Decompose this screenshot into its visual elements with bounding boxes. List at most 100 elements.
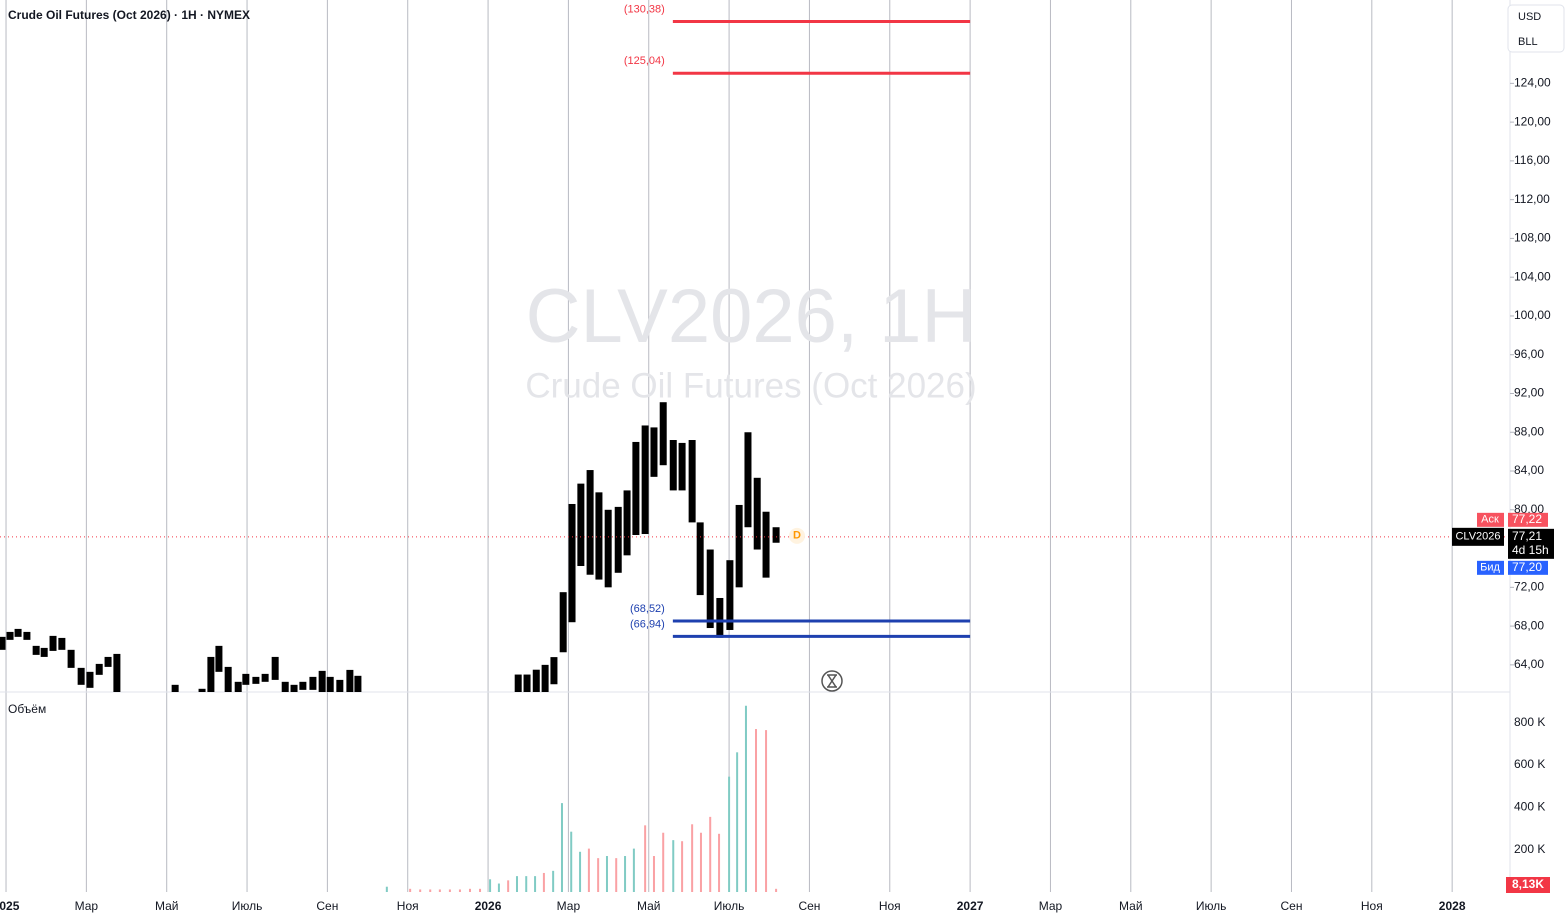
ask-value: 77,22 [1512,512,1542,526]
candle [632,441,640,535]
candle [669,440,677,491]
candle [309,676,317,690]
volume-bar [468,888,471,892]
candle [753,477,761,550]
candle [242,673,250,685]
watermark-symbol: CLV2026, 1H [526,274,977,359]
candle [559,592,567,653]
candle [550,657,558,685]
candle [290,684,298,692]
price-level-label: (125,04) [624,55,665,67]
candle [95,663,103,675]
candle [14,628,22,637]
volume-bar [652,856,655,892]
candle [318,670,326,692]
candle [568,503,576,623]
bid-box [1508,560,1548,575]
volume-last-box [1506,877,1550,893]
candle [532,669,540,692]
last-value: 77,21 [1512,529,1542,543]
volume-bar [644,825,647,892]
candle [688,440,696,523]
x-tick-label: Ноя [397,899,419,913]
candle [261,673,269,682]
y-tick-label: 104,00 [1514,269,1551,283]
bid-name: Бид [1480,562,1500,574]
y-tick-label: 116,00 [1514,153,1550,167]
volume-bar [765,730,768,892]
x-tick-label: Июль [1196,899,1227,913]
volume-bar [570,831,573,892]
volume-bar [542,872,545,892]
candle [198,688,206,692]
y-tick-label: 64,00 [1514,657,1544,671]
candle [113,653,121,692]
candle [23,631,31,640]
volume-bar [429,889,432,892]
last-box [1508,528,1554,559]
candle [595,492,603,580]
candle [541,664,549,692]
x-tick-label: Ноя [1361,899,1383,913]
y-tick-label: 92,00 [1514,386,1544,400]
candle [772,527,780,543]
candle [354,675,362,692]
candle [67,649,75,668]
x-tick-label: 2026 [475,899,502,913]
volume-bar [775,888,778,892]
price-level-label: (68,52) [630,603,665,615]
candle [577,483,585,567]
x-tick-label: Мар [557,899,581,913]
volume-bar [458,889,461,892]
currency: USD [1518,11,1541,23]
candle [716,597,724,638]
ask-tag [1477,512,1504,527]
candle [0,636,6,650]
candle [171,684,179,692]
candle [744,432,752,528]
candle [104,656,112,667]
symbol-name: CLV2026 [1455,531,1500,543]
price-level-label: (66,94) [630,618,665,630]
candle [77,667,85,685]
overlay: (130,38) (125,04) (68,52) (66,94) D [0,3,1510,638]
volume-bars [385,705,778,892]
y-tick-label: 72,00 [1514,579,1544,593]
candle [678,442,686,491]
event-marker [789,527,805,544]
event-marker-label: D [793,530,801,542]
candle [299,681,307,690]
volume-bar [699,832,702,892]
watermark-description: Crude Oil Futures (Oct 2026) [525,366,976,405]
x-tick-label: Май [637,899,661,913]
grid [5,0,1453,892]
candle [614,506,622,573]
volume-bar [755,729,758,892]
x-tick-label: Ноя [879,899,901,913]
x-tick-label: 2025 [0,899,20,913]
candle [224,666,232,692]
volume-bar [515,876,518,892]
symbol-tag [1452,527,1504,546]
x-tick-label: Июль [714,899,745,913]
candle [659,402,667,466]
candle [271,656,279,680]
timer-icon[interactable] [821,670,843,692]
volume-bar [597,858,600,892]
candle [252,676,260,684]
volume-bar [409,888,412,892]
volume-bar [507,880,510,892]
y-tick-label: 100,00 [1514,308,1551,322]
currency-box[interactable] [1507,4,1565,53]
volume-bar [718,833,721,892]
volume-bar [479,888,482,892]
candle [40,647,48,657]
volume-bar [605,856,608,892]
candle [6,631,14,640]
x-tick-label: Июль [232,899,263,913]
volume-bar [579,851,582,892]
volume-bar [624,856,627,892]
candle [58,637,66,650]
